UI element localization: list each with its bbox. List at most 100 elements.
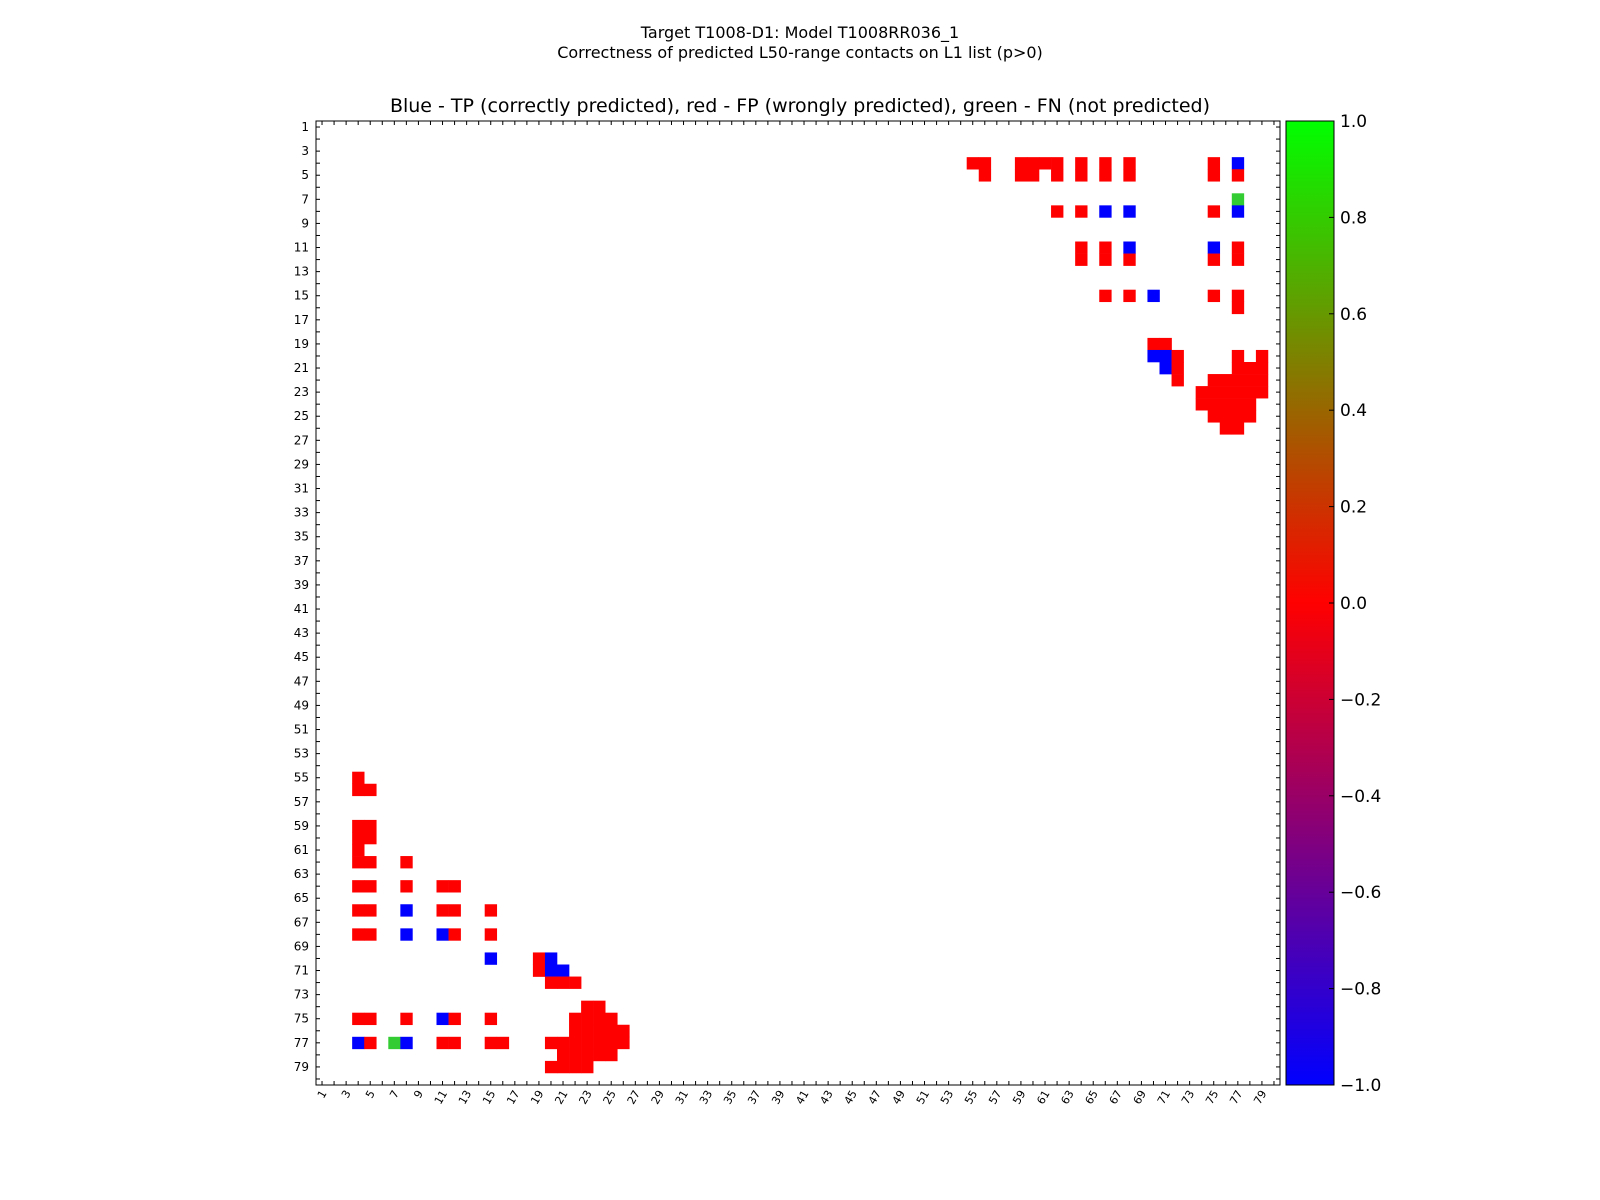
contact-cell-tp-68-8: [400, 928, 413, 941]
y-tick-label-13: 13: [294, 265, 309, 279]
contact-cell-fp-15-68: [1123, 289, 1136, 303]
contact-cell-fp-56-5: [364, 783, 377, 797]
contact-cell-fp-61-4: [352, 844, 365, 857]
contact-cell-tp-71-20: [544, 964, 558, 977]
contact-cell-fp-75-4: [352, 1012, 365, 1026]
contact-cell-fp-76-23: [581, 1024, 594, 1038]
contact-cell-fp-11-77: [1231, 241, 1245, 254]
x-tick-label-23: 23: [576, 1088, 594, 1107]
contact-cell-fp-79-22: [569, 1060, 582, 1074]
x-tick-label-65: 65: [1083, 1088, 1101, 1107]
colorbar-tick-label: 0.8: [1340, 208, 1367, 228]
contact-cell-fp-24-77: [1231, 398, 1245, 411]
contact-cell-fp-4-75: [1207, 157, 1221, 170]
x-tick-label-11: 11: [432, 1088, 450, 1107]
x-tick-label-69: 69: [1131, 1088, 1149, 1107]
contact-cell-fp-5-68: [1123, 169, 1136, 182]
contact-cell-fp-77-12: [448, 1036, 461, 1050]
colorbar-tick-label: −0.2: [1340, 690, 1381, 710]
contact-cell-fp-64-8: [400, 880, 413, 893]
contact-cell-tp-21-71: [1159, 362, 1172, 375]
contact-cell-fp-66-11: [436, 904, 449, 917]
y-tick-label-17: 17: [294, 313, 309, 327]
y-tick-label-37: 37: [294, 554, 309, 568]
x-tick-label-5: 5: [363, 1088, 378, 1101]
y-tick-label-61: 61: [294, 843, 309, 857]
contact-cell-fp-59-5: [364, 819, 377, 833]
y-tick-label-69: 69: [294, 939, 309, 953]
x-tick-label-1: 1: [315, 1088, 330, 1101]
contact-cell-fp-24-76: [1219, 398, 1233, 411]
x-tick-label-25: 25: [601, 1088, 619, 1107]
contact-cell-fp-62-5: [364, 856, 377, 869]
contact-cell-fp-75-23: [581, 1012, 594, 1026]
contact-cell-fp-79-21: [557, 1060, 570, 1074]
contact-cell-fp-19-71: [1159, 337, 1172, 351]
contact-cell-fp-79-20: [544, 1060, 558, 1074]
x-tick-label-71: 71: [1155, 1088, 1173, 1107]
contact-cell-fp-75-24: [593, 1012, 606, 1026]
y-tick-label-29: 29: [294, 457, 309, 471]
y-tick-label-9: 9: [301, 216, 309, 230]
contact-cell-fp-5-56: [978, 169, 992, 182]
contact-cell-tp-70-20: [544, 952, 558, 965]
colorbar-tick-label: −1.0: [1340, 1076, 1381, 1096]
x-tick-label-75: 75: [1203, 1088, 1221, 1107]
plot-frame: [315, 120, 1281, 1086]
contact-cell-fp-64-11: [436, 880, 449, 893]
y-tick-label-11: 11: [294, 241, 309, 255]
x-tick-label-33: 33: [697, 1088, 715, 1107]
y-tick-label-47: 47: [294, 674, 309, 688]
contact-cell-fp-15-77: [1231, 289, 1245, 303]
contact-cell-tp-71-21: [557, 964, 570, 977]
y-tick-label-53: 53: [294, 747, 309, 761]
y-tick-label-57: 57: [294, 795, 309, 809]
x-tick-label-37: 37: [745, 1088, 763, 1107]
contact-cell-fp-79-23: [581, 1060, 594, 1074]
contact-cell-fp-24-75: [1207, 398, 1221, 411]
x-tick-label-67: 67: [1107, 1088, 1125, 1107]
contact-cell-fp-23-77: [1231, 386, 1245, 399]
y-tick-label-35: 35: [294, 530, 309, 544]
contact-cell-fp-68-5: [364, 928, 377, 941]
contact-cell-fp-4-61: [1039, 157, 1052, 170]
x-tick-label-79: 79: [1251, 1088, 1269, 1107]
contact-cell-fp-4-62: [1051, 157, 1064, 170]
y-tick-label-65: 65: [294, 891, 309, 905]
x-tick-label-3: 3: [339, 1088, 354, 1101]
x-tick-label-73: 73: [1179, 1088, 1197, 1107]
contact-cell-fn-77-7: [388, 1036, 401, 1050]
contact-cell-fp-22-77: [1231, 374, 1245, 387]
colorbar-tick-label: −0.4: [1340, 787, 1381, 807]
contact-cell-fp-4-59: [1014, 157, 1028, 170]
figure-title-line-1: Target T1008-D1: Model T1008RR036_1: [640, 23, 959, 43]
contact-cell-tp-75-11: [436, 1012, 449, 1026]
contact-cell-fp-75-5: [364, 1012, 377, 1026]
contact-cell-fp-64-5: [364, 880, 377, 893]
y-tick-label-21: 21: [294, 361, 309, 375]
contact-cell-fp-68-12: [448, 928, 461, 941]
contact-cell-fp-76-22: [569, 1024, 582, 1038]
y-tick-label-43: 43: [294, 626, 309, 640]
contact-cell-tp-66-8: [400, 904, 413, 917]
contact-cell-fp-22-72: [1171, 374, 1184, 387]
contact-cell-fp-20-77: [1231, 349, 1245, 363]
contact-cell-fp-5-75: [1207, 169, 1221, 182]
y-tick-label-19: 19: [294, 337, 309, 351]
contact-cell-fp-12-77: [1231, 253, 1245, 266]
colorbar-tick-label: 0.0: [1340, 594, 1367, 614]
x-tick-label-43: 43: [817, 1088, 835, 1107]
contact-cell-fp-26-77: [1231, 422, 1245, 435]
contact-cells: [352, 157, 1269, 1074]
contact-cell-fp-77-11: [436, 1036, 449, 1050]
contact-cell-fp-62-4: [352, 856, 365, 869]
contact-cell-fp-66-15: [484, 904, 498, 917]
x-tick-label-41: 41: [793, 1088, 811, 1107]
x-tick-label-21: 21: [552, 1088, 570, 1107]
y-tick-label-63: 63: [294, 867, 309, 881]
contact-cell-fp-4-55: [966, 157, 980, 170]
contact-cell-fp-72-22: [569, 976, 582, 989]
contact-cell-fp-22-75: [1207, 374, 1221, 387]
contact-cell-fp-22-79: [1255, 374, 1269, 387]
contact-cell-fp-78-25: [605, 1048, 618, 1062]
